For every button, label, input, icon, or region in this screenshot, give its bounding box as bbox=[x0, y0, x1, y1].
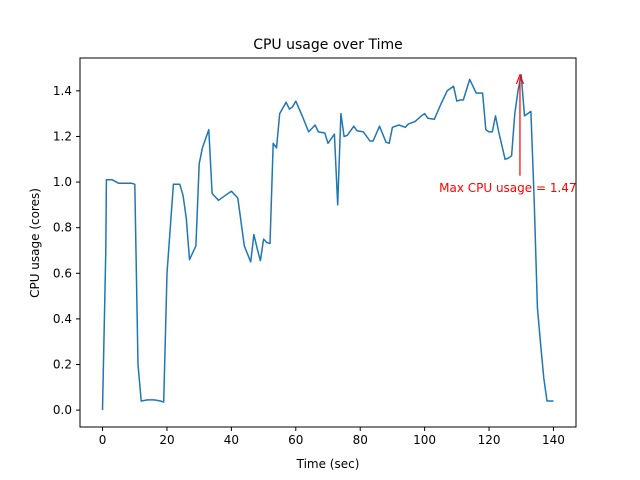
x-tick-label: 100 bbox=[413, 433, 436, 447]
y-tick-label: 0.6 bbox=[53, 266, 72, 280]
x-tick-label: 140 bbox=[542, 433, 565, 447]
x-tick-label: 0 bbox=[99, 433, 107, 447]
y-tick-label: 1.0 bbox=[53, 175, 72, 189]
x-tick-label: 80 bbox=[353, 433, 368, 447]
x-tick-label: 20 bbox=[159, 433, 174, 447]
y-tick-label: 0.8 bbox=[53, 221, 72, 235]
y-tick-label: 0.2 bbox=[53, 358, 72, 372]
annotation-arrow-head bbox=[515, 73, 525, 85]
x-tick-label: 120 bbox=[478, 433, 501, 447]
annotation-text: Max CPU usage = 1.47 bbox=[439, 181, 576, 195]
axes-frame bbox=[79, 57, 577, 428]
series-line bbox=[101, 74, 554, 411]
y-axis-ticks: 0.0 0.2 0.4 0.6 0.8 1.0 1.2 1.4 bbox=[53, 84, 80, 417]
x-axis-label: Time (sec) bbox=[296, 457, 360, 471]
x-tick-label: 40 bbox=[224, 433, 239, 447]
x-axis-ticks: 0 20 40 60 80 100 120 140 bbox=[99, 427, 565, 447]
y-axis-label: CPU usage (cores) bbox=[28, 188, 42, 298]
annotations: Max CPU usage = 1.47 bbox=[439, 73, 577, 195]
y-tick-label: 0.4 bbox=[53, 312, 72, 326]
chart-title: CPU usage over Time bbox=[253, 37, 403, 53]
y-tick-label: 1.4 bbox=[53, 84, 72, 98]
x-tick-label: 60 bbox=[288, 433, 303, 447]
y-tick-label: 1.2 bbox=[53, 129, 72, 143]
y-tick-label: 0.0 bbox=[53, 403, 72, 417]
plot-area bbox=[101, 74, 554, 411]
